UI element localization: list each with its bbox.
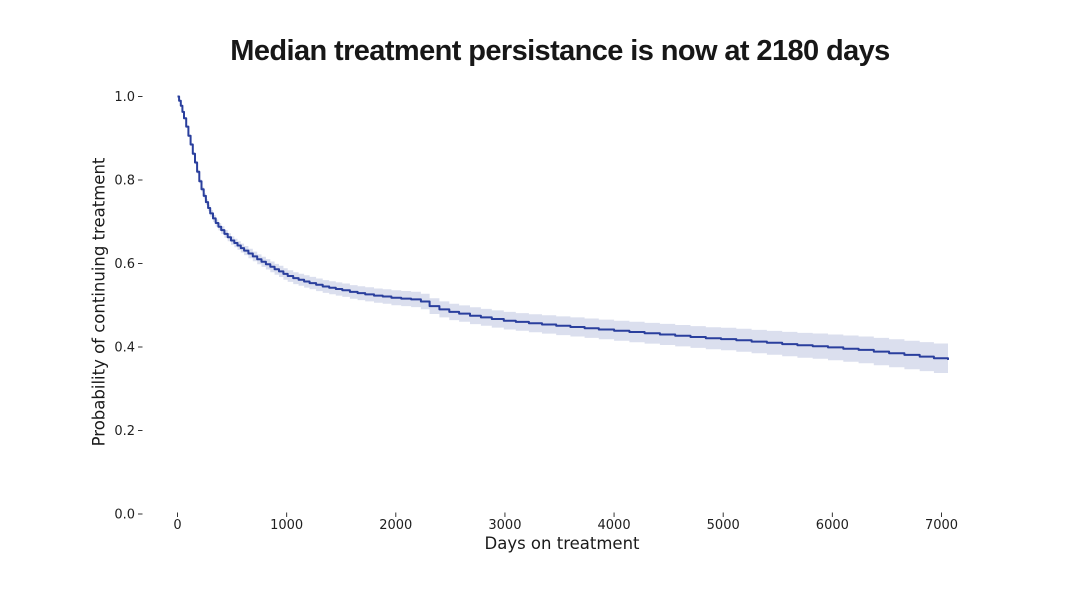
x-tick-label: 6000	[816, 518, 849, 533]
x-tick-label: 0	[173, 518, 181, 533]
y-tick-label: 0.0	[114, 508, 135, 523]
x-tick-label: 3000	[488, 518, 521, 533]
km-survival-curve	[177, 95, 949, 360]
x-tick-label: 7000	[925, 518, 958, 533]
x-axis-title: Days on treatment	[484, 534, 640, 553]
x-tick-label: 2000	[379, 518, 412, 533]
x-tick-label: 4000	[598, 518, 631, 533]
x-tick-label: 1000	[270, 518, 303, 533]
y-tick-label: 0.4	[114, 341, 135, 356]
y-tick-label: 1.0	[114, 90, 135, 105]
y-tick-label: 0.8	[114, 174, 135, 189]
chart-title: Median treatment persistance is now at 2…	[230, 35, 890, 67]
confidence-interval-band	[177, 96, 948, 375]
y-tick-label: 0.6	[114, 257, 135, 272]
y-tick-label: 0.2	[114, 424, 135, 439]
x-tick-label: 5000	[707, 518, 740, 533]
